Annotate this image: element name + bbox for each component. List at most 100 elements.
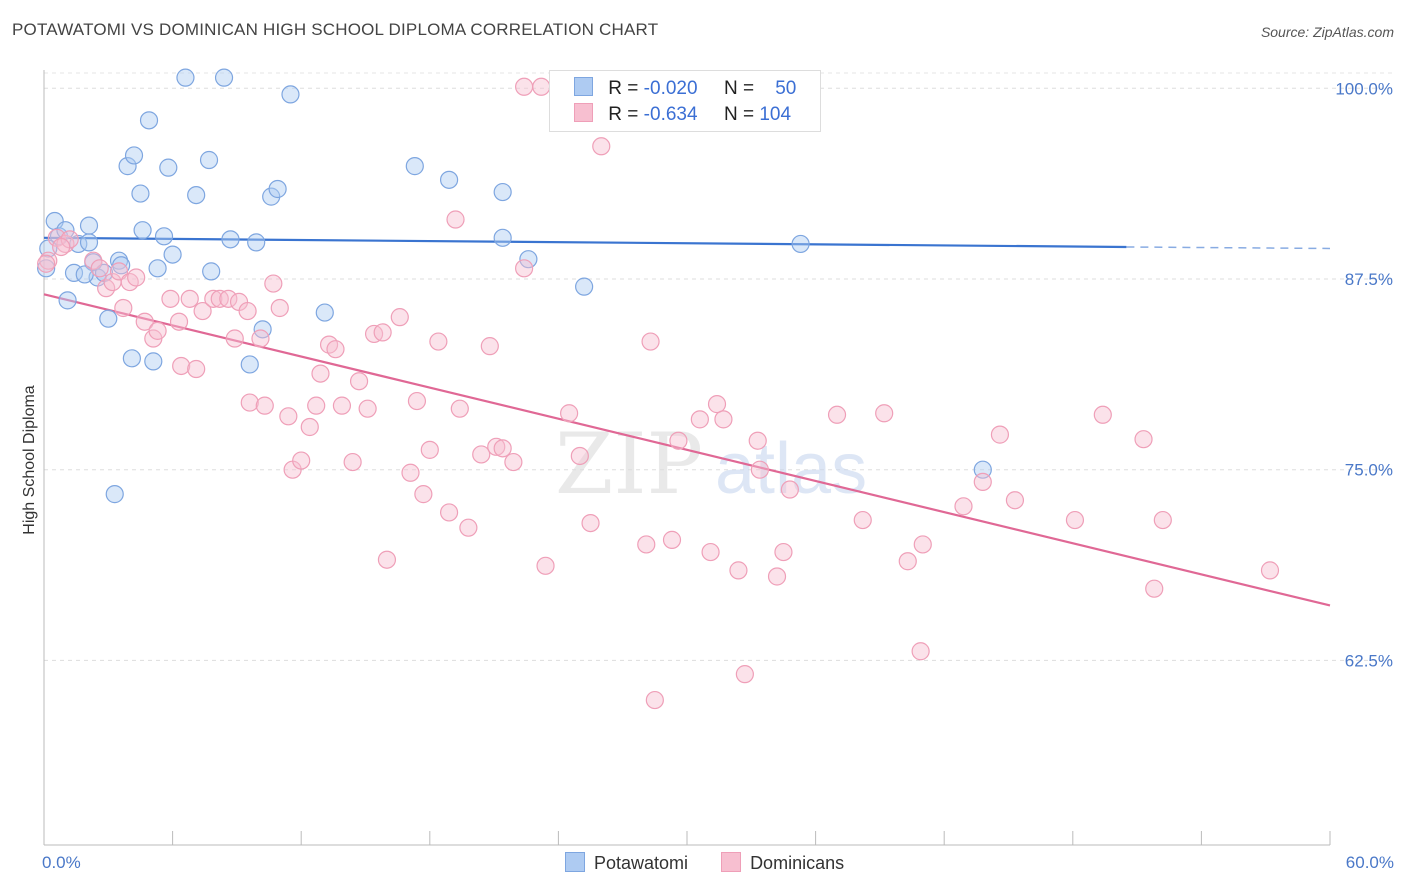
data-point [480,337,499,356]
data-point [472,445,491,464]
data-point [270,298,289,318]
data-point [264,274,283,293]
data-point [79,216,99,235]
source-label: Source: ZipAtlas.com [1260,24,1394,40]
data-point [187,185,206,205]
y-axis-label: High School Diploma [21,385,38,535]
r-value: -0.020 [643,78,698,99]
r-value: -0.634 [643,104,698,125]
data-point [1005,491,1025,510]
data-point [429,332,448,351]
data-point [748,431,767,450]
data-point [219,289,238,308]
data-point [202,262,221,281]
data-point [701,542,720,562]
data-point [148,321,167,340]
data-point [122,349,141,368]
data-point [780,480,799,499]
data-point [532,77,551,96]
data-point [180,289,199,308]
data-point [401,463,420,482]
legend-item-dominicans: Dominicans [721,852,844,874]
data-point [493,228,512,247]
data-point [519,250,538,269]
legend-swatch-pink [574,103,593,122]
data-point [373,323,392,342]
data-point [79,233,99,252]
legend-row-potawatomi: R = -0.020 N = 50 [574,77,796,99]
data-point [262,187,281,206]
data-point [154,227,174,246]
data-point [377,550,397,569]
data-point [281,85,300,104]
data-point [172,356,191,376]
data-point [349,372,369,391]
data-point [420,440,439,459]
data-point [240,355,259,374]
y-tick-labels: 100.0% 87.5% 75.0% 62.5% [1335,79,1393,670]
data-point [1260,561,1280,580]
data-point [560,404,579,423]
data-point [875,404,894,423]
legend-swatch-pink [721,852,742,872]
data-point [109,262,129,281]
data-point [493,182,512,202]
data-point [39,251,58,270]
data-point [570,446,589,466]
data-point [669,431,688,450]
data-point [662,530,682,549]
data-point [238,301,257,321]
data-point [1145,579,1164,598]
data-point [84,251,103,270]
data-point [214,68,234,87]
y-tick-label: 87.5% [1345,270,1393,289]
data-point [292,451,311,470]
data-point [581,514,600,533]
data-point [105,485,124,504]
data-point [750,460,769,479]
data-point [487,437,506,456]
data-point [575,277,594,296]
watermark-atlas: atlas [715,429,867,509]
data-point [343,452,362,472]
data-point [592,137,611,156]
data-point [853,510,872,530]
data-point [268,179,287,199]
data-point [247,233,266,252]
data-point [315,303,334,322]
data-point [307,396,326,415]
series-legend: Potawatomi Dominicans [565,852,872,874]
data-point [1093,405,1112,424]
data-point [133,221,152,240]
data-point [637,535,656,554]
data-point [446,210,465,229]
data-point [255,396,274,415]
legend-row-dominicans: R = -0.634 N = 104 [574,103,791,125]
data-point [690,410,709,429]
data-point [973,472,992,492]
y-tick-label: 100.0% [1335,79,1393,98]
data-point [240,393,259,412]
data-point [221,230,240,249]
legend-swatch-blue [565,852,585,872]
data-point [326,340,345,359]
data-point [911,642,930,661]
data-point [332,396,352,415]
n-label: N = [723,78,755,99]
data-point [714,410,733,429]
data-point [1153,510,1172,530]
data-point [127,268,146,287]
data-point [774,542,793,562]
data-points [37,68,1280,710]
data-point [536,556,555,575]
data-point [405,157,424,176]
data-point [791,234,810,254]
data-point [279,407,298,426]
data-point [187,359,206,379]
data-point [90,259,109,278]
data-point [913,535,932,554]
data-point [450,399,469,418]
data-point [311,364,330,383]
legend-item-potawatomi: Potawatomi [565,852,688,874]
